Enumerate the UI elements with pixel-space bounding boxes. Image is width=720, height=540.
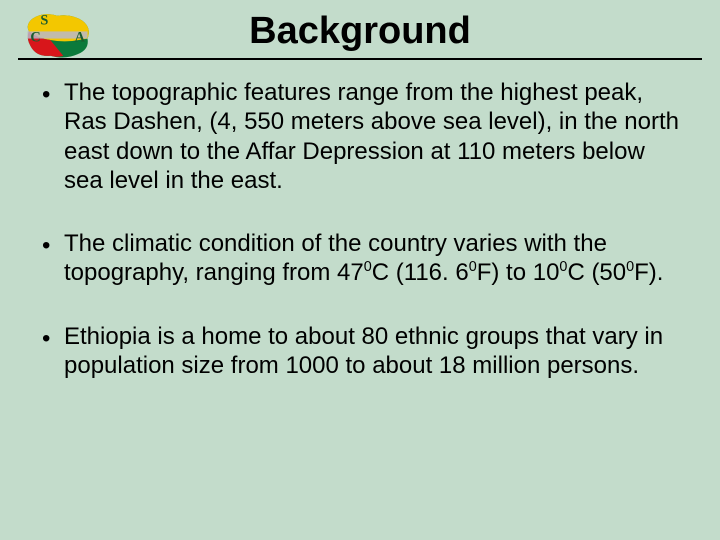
title-underline (18, 58, 702, 60)
bullet-item: • The climatic condition of the country … (42, 229, 682, 288)
bullet-item: • Ethiopia is a home to about 80 ethnic … (42, 322, 682, 381)
bullet-marker: • (42, 229, 64, 260)
body-content: • The topographic features range from th… (42, 78, 682, 414)
bullet-marker: • (42, 78, 64, 109)
slide-title: Background (249, 10, 471, 53)
bullet-text: The climatic condition of the country va… (64, 229, 682, 288)
bullet-item: • The topographic features range from th… (42, 78, 682, 195)
title-container: Background (0, 10, 720, 53)
slide: S C A Background • The topographic featu… (0, 0, 720, 540)
bullet-text: The topographic features range from the … (64, 78, 682, 195)
bullet-text: Ethiopia is a home to about 80 ethnic gr… (64, 322, 682, 381)
bullet-marker: • (42, 322, 64, 353)
